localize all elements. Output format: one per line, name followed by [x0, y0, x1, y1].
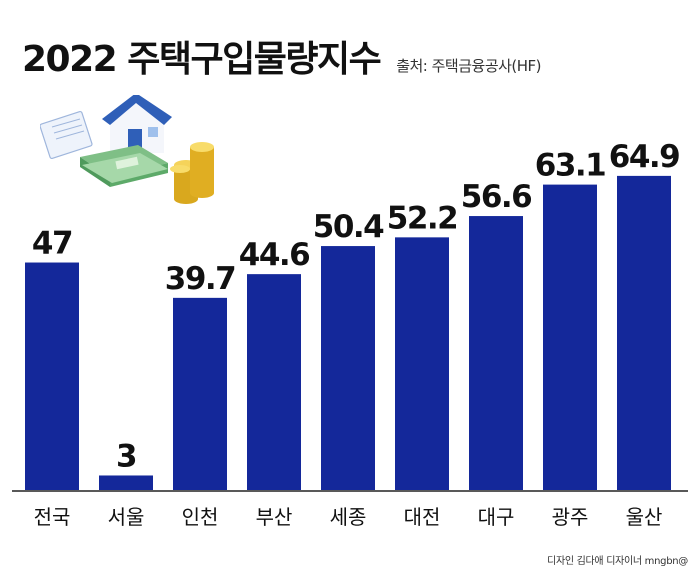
- bar-광주: [543, 184, 597, 490]
- title-row: 2022 주택구입물량지수 출처: 주택금융공사(HF): [22, 30, 542, 82]
- source-note: 출처: 주택금융공사(HF): [396, 57, 542, 75]
- coin-stack-icon: [170, 142, 214, 204]
- value-label-전국: 47: [32, 226, 72, 262]
- value-label-대구: 56.6: [461, 179, 532, 215]
- bar-인천: [173, 297, 227, 490]
- value-label-부산: 44.6: [239, 237, 310, 273]
- value-label-서울: 3: [116, 438, 136, 474]
- bar-전국: [25, 262, 79, 490]
- value-label-세종: 50.4: [313, 209, 384, 245]
- value-label-대전: 52.2: [387, 200, 458, 236]
- document-icon: [40, 111, 93, 159]
- value-label-울산: 64.9: [609, 139, 680, 175]
- house-money-illustration: [40, 95, 214, 204]
- bar-대전: [395, 237, 449, 490]
- category-label-세종: 세종: [330, 505, 367, 529]
- category-label-인천: 인천: [182, 505, 219, 529]
- chart-title: 2022 주택구입물량지수: [22, 39, 382, 80]
- category-label-대전: 대전: [404, 505, 441, 529]
- value-label-인천: 39.7: [165, 261, 236, 297]
- value-label-광주: 63.1: [535, 148, 606, 184]
- category-label-울산: 울산: [626, 505, 663, 529]
- designer-credit: 디자인 김다애 디자이너 mngbn@: [547, 556, 688, 567]
- category-label-전국: 전국: [34, 505, 71, 529]
- category-label-광주: 광주: [552, 505, 589, 529]
- category-label-부산: 부산: [256, 505, 293, 529]
- category-label-서울: 서울: [108, 505, 145, 529]
- bar-울산: [617, 175, 671, 490]
- bar-세종: [321, 246, 375, 490]
- money-stack-icon: [80, 145, 168, 187]
- bar-서울: [99, 475, 153, 490]
- category-label-대구: 대구: [478, 505, 515, 529]
- bar-대구: [469, 216, 523, 490]
- bar-부산: [247, 274, 301, 490]
